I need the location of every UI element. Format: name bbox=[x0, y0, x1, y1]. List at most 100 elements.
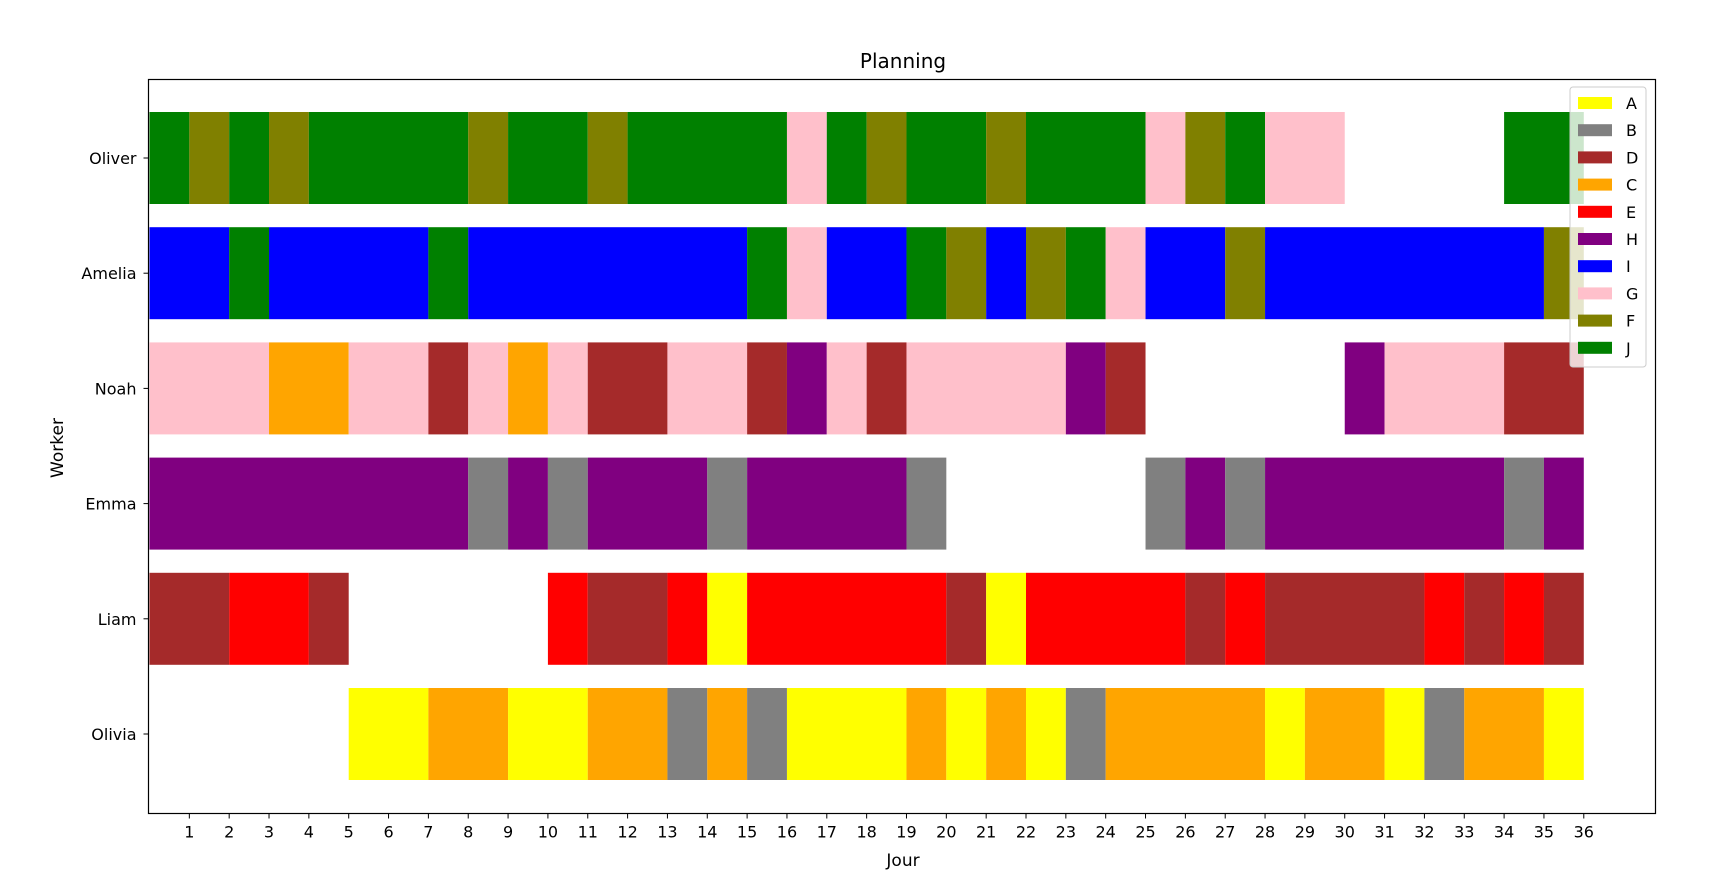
x-tick-label: 18 bbox=[856, 823, 876, 842]
bars-layer bbox=[149, 112, 1584, 780]
task-bar-emma-B bbox=[707, 457, 748, 550]
x-tick-label: 21 bbox=[976, 823, 996, 842]
x-tick-label: 1 bbox=[184, 823, 194, 842]
x-axis-title: Jour bbox=[885, 851, 919, 871]
task-bar-emma-B bbox=[468, 457, 509, 550]
x-tick-label: 35 bbox=[1534, 823, 1554, 842]
task-bar-liam-D bbox=[1265, 572, 1425, 665]
task-bar-oliver-F bbox=[587, 112, 628, 204]
task-bar-liam-D bbox=[946, 572, 987, 665]
y-tick-label: Olivia bbox=[91, 725, 136, 744]
task-bar-oliver-J bbox=[906, 112, 987, 204]
y-tick-label: Liam bbox=[98, 610, 137, 629]
x-axis: 1 2 3 4 5 6 7 8 9 10 11 12 13 14 15 16 17 18 19 20 21 22 23 24 2… bbox=[184, 813, 1594, 842]
task-bar-amelia-G bbox=[1105, 227, 1146, 320]
y-tick-label: Noah bbox=[95, 379, 137, 398]
legend-label-A: A bbox=[1626, 94, 1637, 113]
task-bar-olivia-A bbox=[508, 688, 588, 780]
task-bar-olivia-C bbox=[587, 688, 668, 780]
task-bar-noah-G bbox=[547, 342, 588, 435]
task-bar-noah-D bbox=[866, 342, 907, 435]
y-axis: Oliver Amelia Noah Emma Liam Olivia bbox=[81, 149, 149, 744]
task-bar-emma-B bbox=[906, 457, 947, 550]
task-bar-amelia-I bbox=[149, 227, 230, 320]
x-tick-label: 28 bbox=[1255, 823, 1275, 842]
legend-label-D: D bbox=[1626, 148, 1638, 167]
task-bar-amelia-G bbox=[786, 227, 827, 320]
legend-label-E: E bbox=[1626, 203, 1636, 222]
task-bar-olivia-C bbox=[428, 688, 509, 780]
task-bar-olivia-A bbox=[1026, 688, 1066, 780]
legend-swatch-E bbox=[1578, 205, 1612, 218]
task-bar-amelia-J bbox=[747, 227, 787, 320]
task-bar-liam-D bbox=[1543, 572, 1584, 665]
task-bar-liam-E bbox=[229, 572, 309, 665]
task-bar-liam-E bbox=[747, 572, 947, 665]
x-tick-label: 2 bbox=[224, 823, 234, 842]
x-tick-label: 32 bbox=[1414, 823, 1434, 842]
legend-swatch-F bbox=[1578, 314, 1612, 327]
plot-frame bbox=[147, 78, 1657, 815]
task-bar-oliver-J bbox=[627, 112, 787, 204]
task-bar-olivia-B bbox=[747, 688, 787, 780]
task-bar-amelia-I bbox=[468, 227, 748, 320]
task-bar-olivia-B bbox=[667, 688, 708, 780]
task-bar-emma-B bbox=[547, 457, 588, 550]
x-tick-label: 24 bbox=[1096, 823, 1116, 842]
task-bar-olivia-C bbox=[906, 688, 947, 780]
legend-swatch-C bbox=[1578, 178, 1612, 191]
task-bar-amelia-F bbox=[1026, 227, 1066, 320]
task-bar-amelia-J bbox=[906, 227, 947, 320]
x-tick-label: 3 bbox=[264, 823, 274, 842]
x-tick-label: 4 bbox=[304, 823, 314, 842]
legend-label-C: C bbox=[1626, 176, 1637, 195]
x-tick-label: 30 bbox=[1335, 823, 1355, 842]
legend-label-H: H bbox=[1626, 230, 1638, 249]
x-tick-label: 12 bbox=[617, 823, 637, 842]
task-bar-noah-D bbox=[747, 342, 787, 435]
x-tick-label: 8 bbox=[463, 823, 473, 842]
task-bar-emma-B bbox=[1504, 457, 1544, 550]
legend-swatch-I bbox=[1578, 260, 1612, 273]
task-bar-olivia-B bbox=[1065, 688, 1106, 780]
x-tick-label: 34 bbox=[1494, 823, 1514, 842]
legend-label-F: F bbox=[1626, 312, 1635, 331]
x-tick-label: 19 bbox=[896, 823, 916, 842]
task-bar-amelia-I bbox=[269, 227, 429, 320]
x-tick-label: 23 bbox=[1056, 823, 1076, 842]
task-bar-amelia-J bbox=[1065, 227, 1106, 320]
x-tick-label: 13 bbox=[657, 823, 677, 842]
task-bar-noah-H bbox=[1344, 342, 1385, 435]
y-tick-label: Amelia bbox=[81, 264, 136, 283]
task-bar-olivia-A bbox=[1265, 688, 1305, 780]
task-bar-oliver-J bbox=[1026, 112, 1146, 204]
task-bar-liam-A bbox=[986, 572, 1027, 665]
legend-label-J: J bbox=[1625, 339, 1631, 358]
task-bar-liam-E bbox=[1424, 572, 1465, 665]
y-tick-label: Emma bbox=[85, 495, 136, 514]
task-bar-oliver-F bbox=[468, 112, 509, 204]
legend-swatch-B bbox=[1578, 124, 1612, 137]
chart-title: Planning bbox=[860, 49, 946, 73]
task-bar-amelia-J bbox=[428, 227, 469, 320]
x-tick-label: 11 bbox=[578, 823, 598, 842]
x-tick-label: 22 bbox=[1016, 823, 1036, 842]
task-bar-noah-G bbox=[667, 342, 748, 435]
task-bar-emma-H bbox=[508, 457, 548, 550]
x-tick-label: 6 bbox=[383, 823, 393, 842]
task-bar-noah-G bbox=[906, 342, 1066, 435]
task-bar-liam-D bbox=[308, 572, 349, 665]
task-bar-noah-C bbox=[508, 342, 548, 435]
task-bar-emma-H bbox=[1543, 457, 1584, 550]
task-bar-oliver-G bbox=[1265, 112, 1345, 204]
task-bar-noah-D bbox=[1105, 342, 1146, 435]
task-bar-oliver-F bbox=[1185, 112, 1226, 204]
task-bar-amelia-I bbox=[1265, 227, 1544, 320]
task-bar-noah-D bbox=[587, 342, 668, 435]
task-bar-noah-G bbox=[348, 342, 429, 435]
task-bar-liam-E bbox=[547, 572, 588, 665]
task-bar-noah-D bbox=[428, 342, 469, 435]
task-bar-oliver-F bbox=[269, 112, 309, 204]
